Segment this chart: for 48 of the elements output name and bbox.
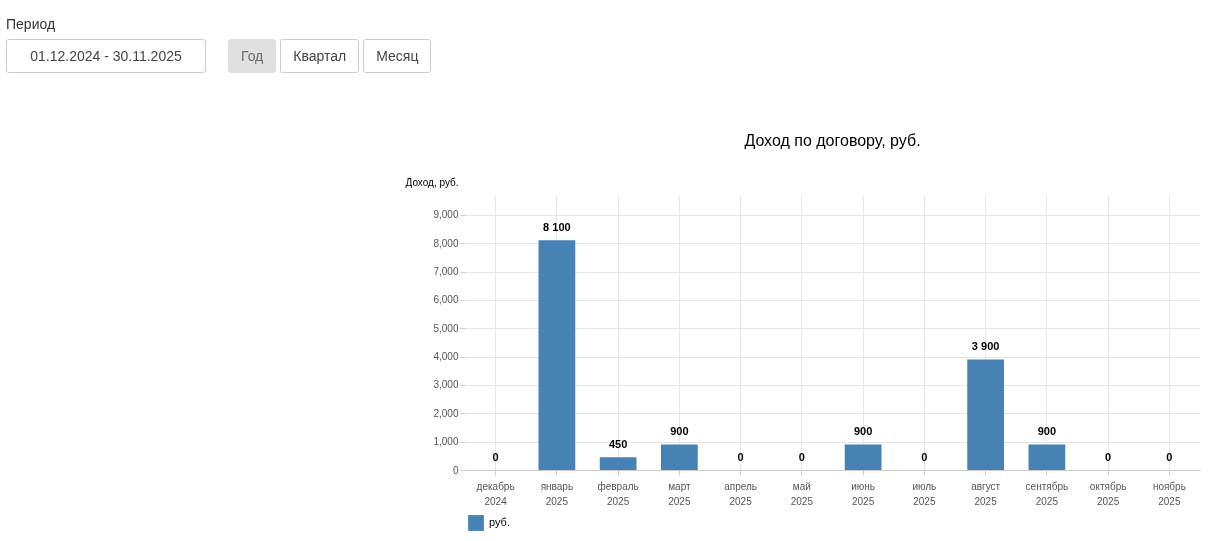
- data-label: 450: [608, 438, 628, 451]
- y-tick-label: 5,000: [433, 322, 459, 334]
- bar: [844, 444, 882, 470]
- y-tick-label: 3,000: [433, 379, 459, 391]
- y-tick-label: 0: [452, 464, 459, 476]
- y-tick-label: 8,000: [433, 237, 459, 249]
- x-tick-label: июль 2025: [912, 480, 937, 507]
- legend-label: руб.: [489, 516, 510, 528]
- x-tick-label: январь 2025: [540, 480, 574, 507]
- data-label: 0: [492, 451, 499, 463]
- y-tick-label: 7,000: [433, 266, 459, 278]
- x-tick-label: сентябрь 2025: [1025, 480, 1069, 507]
- bar: [967, 359, 1004, 470]
- x-tick-label: февраль 2025: [597, 480, 639, 507]
- x-tick-label: декабрь 2024: [476, 480, 515, 507]
- data-label: 0: [1166, 451, 1173, 463]
- button: Год: [228, 39, 277, 73]
- y-axis-title: Доход, руб.: [405, 176, 459, 188]
- bar: [661, 444, 698, 470]
- button: Квартал: [280, 39, 360, 73]
- date-field: 01.12.2024 - 30.11.2025: [6, 39, 206, 73]
- text: Период: [6, 16, 57, 32]
- data-label: 0: [737, 451, 744, 463]
- y-tick-label: 9,000: [433, 209, 459, 221]
- data-label: 0: [1105, 451, 1112, 463]
- bar: [538, 240, 576, 470]
- x-tick-label: август 2025: [971, 480, 1001, 507]
- data-label: 900: [1037, 425, 1057, 438]
- x-tick-label: октябрь 2025: [1089, 480, 1127, 507]
- y-tick-label: 1,000: [433, 436, 459, 448]
- data-label: 8 100: [543, 221, 571, 234]
- data-label: 0: [921, 451, 928, 463]
- y-tick-label: 2,000: [433, 407, 459, 419]
- button: Месяц: [363, 39, 432, 73]
- data-label: 3 900: [971, 340, 1000, 353]
- x-tick-label: июнь 2025: [851, 480, 876, 507]
- y-tick-label: 6,000: [433, 294, 459, 306]
- x-tick-label: апрель 2025: [724, 480, 758, 507]
- data-label: 0: [798, 451, 805, 463]
- x-tick-label: март 2025: [668, 480, 691, 507]
- data-label: 900: [670, 425, 689, 438]
- bar: [599, 457, 637, 470]
- y-tick-label: 4,000: [433, 351, 459, 363]
- data-label: 900: [853, 425, 873, 438]
- bar: [1028, 444, 1066, 470]
- chart-title: Доход по договору, руб.: [744, 132, 921, 149]
- x-tick-label: ноябрь 2025: [1152, 480, 1186, 507]
- x-tick-label: май 2025: [790, 480, 814, 507]
